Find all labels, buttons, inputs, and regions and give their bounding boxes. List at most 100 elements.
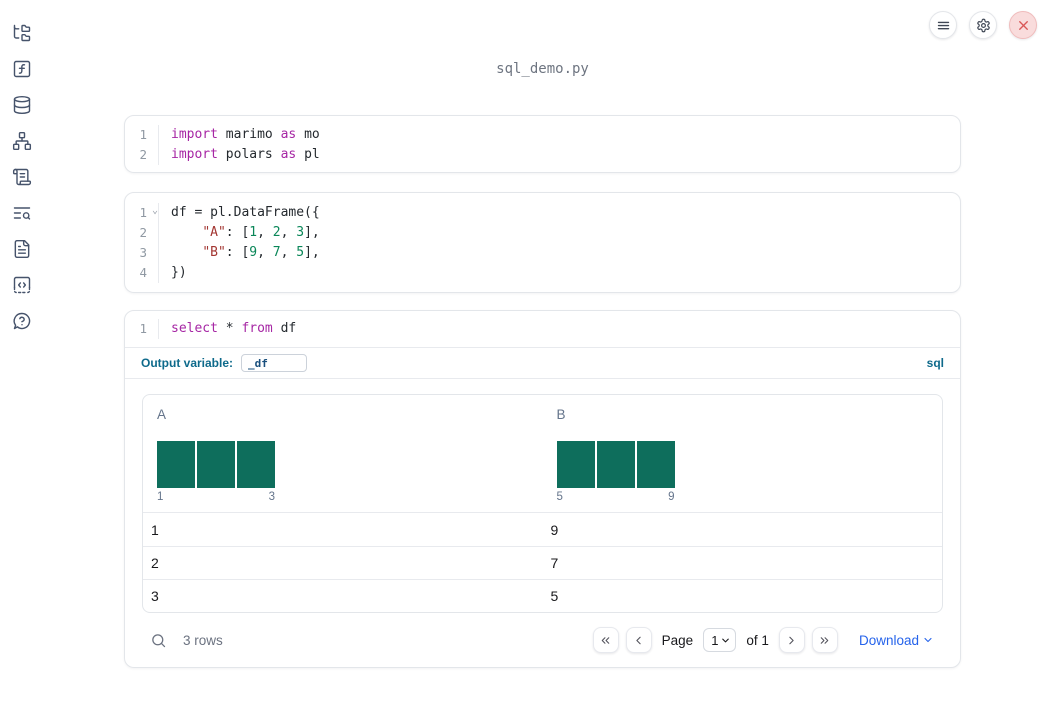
table-cell: 1 (151, 521, 159, 538)
histogram-min-label: 1 (157, 491, 164, 503)
chevron-left-icon (636, 636, 641, 644)
histogram-max-label: 9 (668, 491, 675, 503)
code-line[interactable]: 1 ⌄ df = pl.DataFrame({ (125, 203, 960, 223)
column-name: B (556, 407, 566, 422)
line-number: 1 (125, 319, 159, 339)
page-of-label: of 1 (746, 632, 769, 648)
folder-tree-icon[interactable] (12, 23, 32, 43)
output-variable-label: Output variable: (141, 356, 234, 370)
line-number: 2 (125, 223, 159, 243)
table-cell: 7 (550, 555, 559, 571)
column-name: A (157, 407, 167, 422)
function-square-icon[interactable] (12, 59, 32, 79)
fold-chevron-icon[interactable]: ⌄ (151, 205, 158, 216)
histogram-bar (556, 441, 595, 488)
code-line[interactable]: 3 "B": [9, 7, 5], (125, 243, 960, 263)
line-number: 1 ⌄ (125, 203, 159, 223)
histogram-bar (197, 441, 235, 488)
table-header: A 1 3 B 5 9 (143, 395, 942, 513)
code-cell-imports[interactable]: 1 import marimo as mo 2 import polars as pl (124, 115, 961, 173)
menu-icon (937, 21, 949, 29)
table-cell: 9 (550, 521, 559, 538)
line-number: 2 (125, 145, 159, 165)
code-text: "A": [1, 2, 3], (202, 225, 320, 240)
search-button[interactable] (150, 632, 167, 649)
chevron-down-icon (924, 637, 932, 643)
sql-cell[interactable]: 1 select * from df Output variable: sql A… (124, 310, 961, 668)
settings-button[interactable] (969, 11, 997, 39)
chevron-down-icon (722, 638, 730, 642)
footer-left: 3 rows (150, 632, 223, 649)
table-cell: 3 (151, 588, 159, 604)
first-page-button[interactable] (592, 627, 619, 653)
file-text-icon[interactable] (12, 239, 32, 259)
code-line[interactable]: 1 import marimo as mo (125, 125, 960, 145)
chevron-right-icon (789, 636, 795, 644)
next-page-button[interactable] (778, 627, 805, 653)
line-number: 4 (125, 263, 159, 283)
table-cell: 5 (550, 588, 559, 604)
sidebar (0, 0, 44, 713)
row-count: 3 rows (183, 632, 223, 648)
download-button[interactable]: Download (859, 633, 934, 648)
histogram-bar (636, 441, 675, 488)
histogram-bar (596, 441, 635, 488)
code-snippet-icon[interactable] (12, 275, 32, 295)
shutdown-button[interactable] (1009, 11, 1037, 39)
list-search-icon[interactable] (12, 203, 32, 223)
column-header-b[interactable]: B 5 9 (543, 395, 943, 512)
histogram-bar (157, 441, 195, 488)
last-page-button[interactable] (811, 627, 838, 653)
column-histogram: 5 9 (556, 441, 675, 505)
code-text: import polars as pl (171, 147, 320, 162)
code-text: df = pl.DataFrame({ (171, 205, 320, 220)
code-editor[interactable]: 1 ⌄ df = pl.DataFrame({2 "A": [1, 2, 3], 3 … (125, 193, 960, 292)
scroll-icon[interactable] (12, 167, 32, 187)
close-icon (1018, 20, 1028, 30)
topbar (929, 11, 1037, 39)
histogram-min-label: 5 (556, 491, 563, 503)
database-icon[interactable] (12, 95, 32, 115)
code-text: }) (171, 265, 187, 280)
search-icon (152, 633, 166, 647)
cell-output: A 1 3 B 5 9 (125, 379, 960, 667)
histogram-labels: 1 3 (157, 491, 275, 505)
previous-page-button[interactable] (625, 627, 652, 653)
code-text: import marimo as mo (171, 127, 320, 142)
output-variable-input[interactable] (241, 354, 308, 372)
column-histogram: 1 3 (157, 441, 275, 505)
histogram-bars (556, 441, 675, 488)
output-variable-bar: Output variable: sql (125, 348, 960, 379)
page-select-value: 1 (711, 632, 719, 648)
page-label: Page (661, 632, 694, 648)
histogram-labels: 5 9 (557, 491, 675, 505)
pagination: Page 1 of 1 Download (592, 627, 934, 653)
dataframe-table: A 1 3 B 5 9 (142, 394, 943, 613)
language-badge: sql (926, 356, 944, 370)
gear-icon (976, 18, 990, 32)
table-footer: 3 rows Page 1 of 1 (142, 613, 943, 667)
notebook-filename: sql_demo.py (496, 61, 589, 77)
code-cell-dataframe[interactable]: 1 ⌄ df = pl.DataFrame({2 "A": [1, 2, 3], 3 … (124, 192, 961, 293)
chevrons-right-icon (821, 636, 829, 644)
code-line[interactable]: 1 select * from df (125, 319, 960, 339)
menu-button[interactable] (929, 11, 957, 39)
table-cell: 2 (151, 555, 159, 571)
chevrons-left-icon (601, 636, 610, 644)
network-icon[interactable] (12, 131, 32, 151)
code-line[interactable]: 4}) (125, 263, 960, 283)
code-line[interactable]: 2 "A": [1, 2, 3], (125, 223, 960, 243)
sql-editor[interactable]: 1 select * from df (125, 311, 960, 348)
histogram-max-label: 3 (268, 491, 275, 503)
column-header-a[interactable]: A 1 3 (143, 395, 543, 512)
help-icon[interactable] (12, 311, 32, 331)
download-label: Download (858, 632, 919, 648)
code-text: "B": [9, 7, 5], (202, 245, 320, 260)
code-editor[interactable]: 1 import marimo as mo 2 import polars as pl (125, 116, 960, 172)
code-line[interactable]: 2 import polars as pl (125, 145, 960, 165)
page-select[interactable]: 1 (703, 628, 737, 652)
